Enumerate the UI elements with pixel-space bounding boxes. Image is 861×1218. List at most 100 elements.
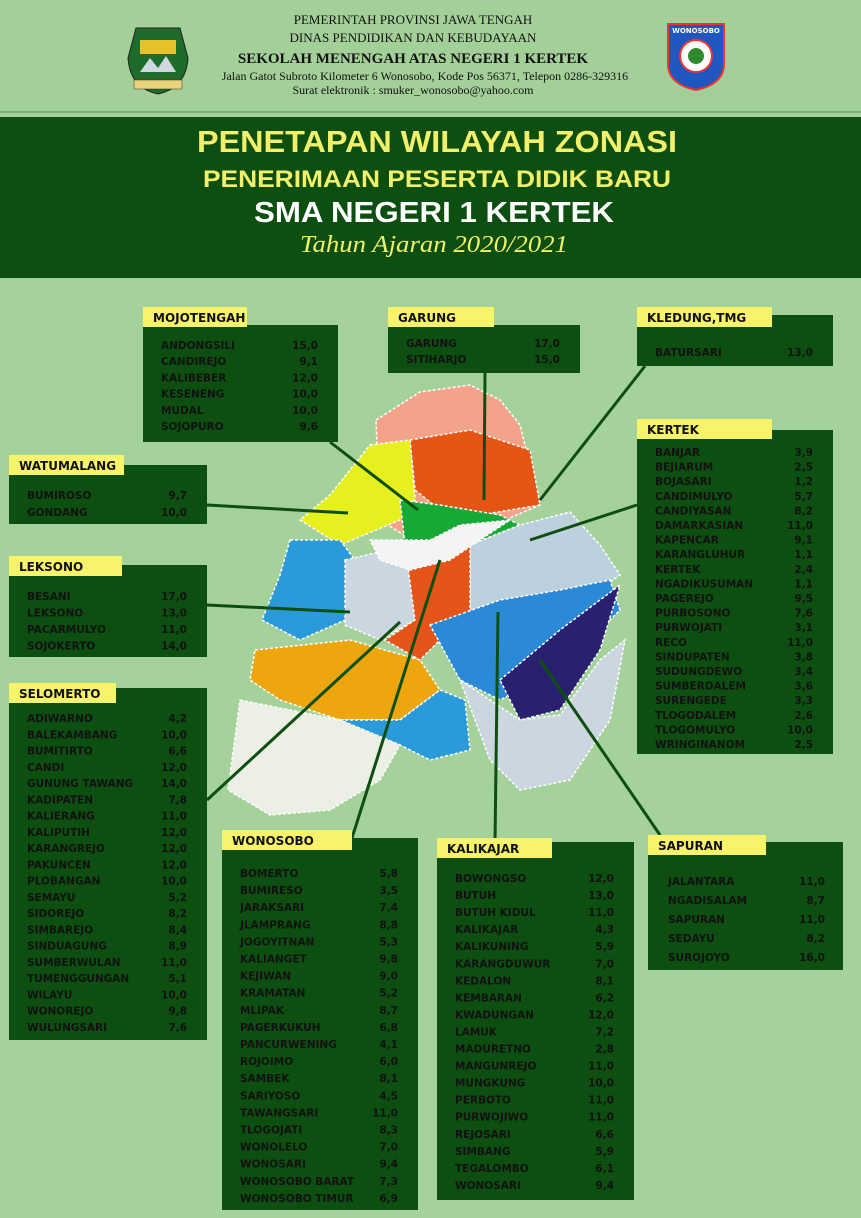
distance: 8,9 [168,941,187,953]
village-name: PURWOJIWO [455,1112,528,1124]
village-name: MADURETNO [455,1044,531,1056]
district-box [143,325,338,442]
distance: 9,4 [595,1180,614,1192]
distance: 14,0 [161,641,187,653]
village-name: PURWOJATI [655,622,722,634]
distance: 9,0 [379,971,398,983]
distance: 9,7 [168,490,187,502]
distance: 5,2 [379,988,398,1000]
village-name: KADIPATEN [27,794,93,806]
distance: 6,6 [595,1129,614,1141]
distance: 1,1 [794,578,813,590]
distance: 7,3 [379,1176,398,1188]
village-name: KWADUNGAN [455,1009,534,1021]
distance: 12,0 [588,1009,614,1021]
distance: 11,0 [161,957,187,969]
distance: 10,0 [161,507,187,519]
distance: 11,0 [799,876,825,888]
district-name: SELOMERTO [19,687,101,701]
distance: 9,8 [379,954,398,966]
distance: 7,0 [595,958,614,970]
village-name: SUMBERDALEM [655,681,746,693]
district-box [648,842,843,970]
village-name: WILAYU [27,989,72,1001]
distance: 17,0 [161,591,187,603]
village-name: LAMUK [455,1026,498,1038]
village-name: KARANGLUHUR [655,549,745,561]
distance: 11,0 [588,1095,614,1107]
distance: 11,0 [787,637,813,649]
village-name: CANDIREJO [161,356,226,368]
distance: 5,9 [595,1146,614,1158]
village-name: WONOLELO [240,1142,307,1154]
distance: 8,1 [379,1073,398,1085]
distance: 11,0 [372,1107,398,1119]
header-line: Surat elektronik : smuker_wonosobo@yahoo… [292,83,534,97]
district-name: KALIKAJAR [447,842,519,856]
distance: 5,9 [595,941,614,953]
village-name: PAGEREJO [655,593,714,605]
distance: 12,0 [161,762,187,774]
village-name: NGADISALAM [668,895,747,907]
village-name: KRAMATAN [240,988,305,1000]
village-name: SEMAYU [27,892,75,904]
village-name: KARANGREJO [27,843,105,855]
distance: 8,7 [379,1005,398,1017]
village-name: ADIWARNO [27,713,93,725]
distance: 8,2 [794,505,813,517]
header-line: PEMERINTAH PROVINSI JAWA TENGAH [294,12,533,27]
distance: 6,9 [379,1193,398,1205]
distance: 9,8 [168,1006,187,1018]
village-name: MLIPAK [240,1005,285,1017]
district-box [222,838,418,1210]
distance: 5,3 [379,936,398,948]
district-name: MOJOTENGAH [153,311,245,325]
distance: 13,0 [787,347,813,359]
village-name: WONOSARI [455,1180,521,1192]
village-name: SAPURAN [668,914,725,926]
village-name: GUNUNG TAWANG [27,778,133,790]
village-name: BUMIROSO [27,490,91,502]
distance: 3,4 [794,666,813,678]
district-name: WATUMALANG [19,459,116,473]
district-box [388,325,580,373]
distance: 9,1 [794,535,813,547]
village-name: SIMBAREJO [27,924,93,936]
distance: 13,0 [588,890,614,902]
district-box [9,688,207,1040]
village-name: KEJIWAN [240,971,291,983]
distance: 4,3 [595,924,614,936]
distance: 10,0 [787,724,813,736]
village-name: KESENENG [161,389,224,401]
distance: 1,1 [794,549,813,561]
village-name: PAKUNCEN [27,859,91,871]
village-name: TUMENGGUNGAN [27,973,129,985]
logo-right: WONOSOBO [667,23,725,92]
distance: 2,6 [794,710,813,722]
distance: 12,0 [161,859,187,871]
distance: 7,6 [168,1022,187,1034]
distance: 11,0 [161,624,187,636]
village-name: BEJIARUM [655,462,713,474]
village-name: PACARMULYO [27,624,106,636]
village-name: KEMBARAN [455,992,522,1004]
village-name: KALIERANG [27,811,95,823]
village-name: REJOSARI [455,1129,511,1141]
village-name: CANDIYASAN [655,505,731,517]
district-tab [9,455,124,475]
distance: 8,1 [595,975,614,987]
distance: 10,0 [161,876,187,888]
village-name: KAPENCAR [655,535,719,547]
distance: 11,0 [799,914,825,926]
distance: 4,2 [168,713,187,725]
distance: 3,5 [379,885,398,897]
village-name: SUMBERWULAN [27,957,121,969]
village-name: KALIBEBER [161,372,226,384]
village-name: JARAKSARI [239,902,304,914]
village-name: SAMBEK [240,1073,290,1085]
village-name: GONDANG [27,507,88,519]
district-tab [9,556,122,576]
village-name: BOMERTO [240,868,298,880]
distance: 2,5 [794,739,813,751]
title: PENETAPAN WILAYAH ZONASI [197,124,677,159]
